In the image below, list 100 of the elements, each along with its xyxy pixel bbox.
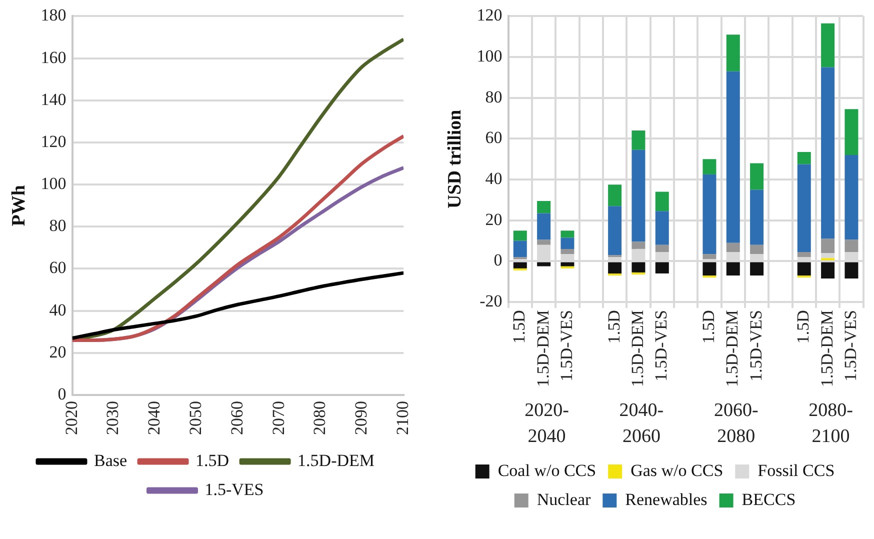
text: 2060-2080 <box>714 400 758 447</box>
bar <box>821 253 835 258</box>
bar <box>655 244 669 252</box>
y-tick-label: 100 <box>40 174 66 194</box>
x-tick-label: 2080 <box>310 401 330 435</box>
y-tick-label: 20 <box>485 210 502 229</box>
bar <box>513 240 527 258</box>
bar <box>655 192 669 212</box>
x-tick-label: 1.5D-VES <box>840 310 860 382</box>
x-tick-label: 2020 <box>62 401 81 435</box>
y-axis-title: PWh <box>8 184 30 226</box>
legend-label: Renewables <box>625 490 708 509</box>
x-tick-label: 2070 <box>268 401 288 435</box>
bar <box>655 211 669 245</box>
x-tick-label: 1.5D <box>794 310 813 344</box>
legend-label: Nuclear <box>536 490 591 509</box>
y-tick-label: 20 <box>49 342 66 362</box>
y-tick-label: 40 <box>485 169 502 188</box>
y-tick-label: 60 <box>485 128 502 148</box>
y-tick-label: 40 <box>49 300 66 320</box>
y-tick-label: 180 <box>40 6 66 25</box>
x-tick-label: 2050 <box>186 401 206 435</box>
y-tick-label: 80 <box>485 87 502 106</box>
bar <box>537 262 551 266</box>
x-tick-label: 2030 <box>103 401 122 435</box>
y-tick-label: -20 <box>480 292 502 311</box>
bar <box>560 230 574 238</box>
bar <box>821 23 835 68</box>
bar <box>632 130 646 150</box>
bar <box>608 206 622 256</box>
x-tick-label: 1.5D-VES <box>746 310 766 382</box>
line-series <box>72 134 404 342</box>
bar <box>608 184 622 206</box>
bar <box>750 244 764 254</box>
legend-label: 1.5D-DEM <box>298 450 375 470</box>
bar <box>702 254 716 260</box>
bar <box>797 252 811 258</box>
bar <box>797 152 811 164</box>
line-series <box>72 271 404 340</box>
x-tick-label: 2100 <box>393 401 412 435</box>
bar <box>797 275 811 278</box>
y-tick-label: 80 <box>49 216 66 236</box>
bar <box>702 174 716 254</box>
y-tick-label: 160 <box>40 48 66 67</box>
bar <box>821 238 835 254</box>
bar <box>797 164 811 252</box>
bar <box>655 262 669 274</box>
bar <box>821 262 835 279</box>
legend-label: BECCS <box>742 490 796 509</box>
bar <box>560 238 574 249</box>
x-tick-label: 1.5D-VES <box>556 310 576 382</box>
legend-label: Gas w/o CCS <box>630 460 724 480</box>
bar <box>632 242 646 249</box>
legend-label: 1.5D <box>196 450 230 470</box>
legend-label: Coal w/o CCS <box>498 460 596 480</box>
text: 2040-2060 <box>619 400 664 447</box>
bar <box>750 163 764 190</box>
bar <box>702 159 716 174</box>
legend-label: Fossil CCS <box>758 460 835 480</box>
x-tick-label: 2060 <box>227 401 246 435</box>
x-tick-label: 1.5D-DEM <box>722 310 742 388</box>
bar <box>537 240 551 245</box>
bar <box>608 262 622 274</box>
x-tick-label: 1.5D-DEM <box>533 310 552 388</box>
y-tick-label: 140 <box>40 90 66 109</box>
bar <box>821 67 835 239</box>
bar <box>632 262 646 272</box>
x-tick-label: 1.5D-DEM <box>628 310 647 388</box>
bar <box>560 248 574 254</box>
bar <box>750 262 764 276</box>
bar <box>797 262 811 276</box>
x-tick-label: 1.5D <box>698 310 718 344</box>
text: 2020-2040 <box>524 400 569 447</box>
x-tick-label: 1.5D <box>604 310 624 344</box>
x-tick-label: 1.5D <box>510 310 529 344</box>
bar <box>632 150 646 242</box>
y-tick-label: 100 <box>476 46 502 66</box>
bar <box>844 155 858 240</box>
legend-label: 1.5-VES <box>204 480 264 499</box>
bar <box>726 71 740 243</box>
bar <box>702 275 716 278</box>
x-tick-label: 1.5D-VES <box>652 310 671 382</box>
bar <box>513 230 527 241</box>
y-axis-title: USD trillion <box>444 109 466 208</box>
x-tick-label: 2040 <box>144 401 164 435</box>
y-tick-label: 0 <box>58 384 66 404</box>
y-tick-label: 60 <box>49 258 66 278</box>
bar <box>513 262 527 268</box>
x-tick-label: 1.5D-DEM <box>817 310 836 388</box>
bar <box>844 240 858 252</box>
bar <box>537 213 551 240</box>
text: 2080-2100 <box>808 400 853 447</box>
bar <box>702 262 716 276</box>
bar <box>750 190 764 245</box>
bar <box>726 242 740 252</box>
x-tick-label: 2090 <box>352 401 371 435</box>
legend-label: Base <box>94 450 128 470</box>
bar <box>726 262 740 276</box>
bar <box>844 109 858 156</box>
y-tick-label: 120 <box>40 132 66 151</box>
